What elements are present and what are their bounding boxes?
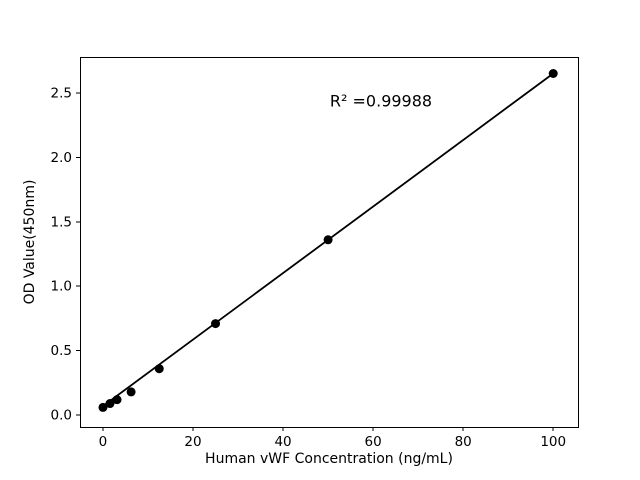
data-point — [548, 69, 558, 79]
x-tick-label: 80 — [455, 434, 472, 450]
x-tick-label: 100 — [540, 434, 566, 450]
y-tick-label: 0.0 — [51, 408, 72, 424]
y-axis-label: OD Value(450nm) — [22, 179, 38, 305]
r-squared-annotation: R² =0.99988 — [329, 91, 433, 111]
data-point — [126, 387, 136, 397]
y-tick-label: 2.5 — [51, 85, 72, 101]
data-point — [105, 399, 115, 409]
data-point — [98, 402, 108, 412]
y-tick-label: 1.0 — [51, 279, 72, 295]
y-tick-label: 1.5 — [51, 214, 72, 230]
x-tick-label: 40 — [274, 434, 291, 450]
x-tick-label: 60 — [365, 434, 382, 450]
x-tick-label: 0 — [99, 434, 108, 450]
axes-frame — [80, 57, 579, 428]
data-point — [154, 364, 164, 374]
data-point — [323, 235, 333, 245]
y-tick-label: 2.0 — [51, 150, 72, 166]
x-tick-label: 20 — [184, 434, 201, 450]
x-axis-label: Human vWF Concentration (ng/mL) — [205, 451, 453, 467]
y-tick-label: 0.5 — [51, 343, 72, 359]
data-point — [112, 395, 122, 405]
data-point — [211, 319, 221, 329]
